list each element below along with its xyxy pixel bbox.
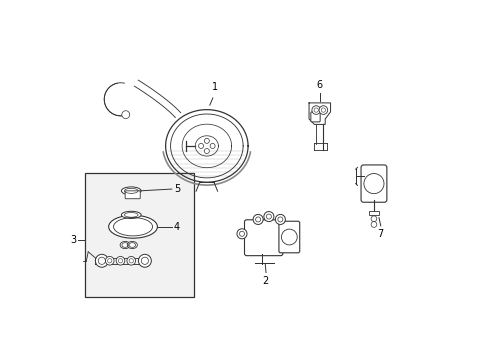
Text: 1: 1 <box>211 82 217 93</box>
FancyBboxPatch shape <box>244 220 282 256</box>
Ellipse shape <box>121 211 141 219</box>
Ellipse shape <box>121 187 141 195</box>
Circle shape <box>198 143 203 148</box>
Polygon shape <box>308 103 330 125</box>
Bar <box>85 173 194 297</box>
Text: 5: 5 <box>174 184 180 194</box>
Circle shape <box>264 212 273 222</box>
Text: 7: 7 <box>377 229 383 239</box>
Circle shape <box>311 106 320 114</box>
Circle shape <box>253 215 263 225</box>
Circle shape <box>204 138 209 143</box>
Circle shape <box>275 215 285 225</box>
Circle shape <box>122 111 129 118</box>
Bar <box>368 211 378 215</box>
FancyBboxPatch shape <box>360 165 386 202</box>
FancyBboxPatch shape <box>310 112 320 122</box>
Ellipse shape <box>108 215 157 238</box>
Text: 4: 4 <box>174 222 180 232</box>
Text: 2: 2 <box>262 276 268 286</box>
Circle shape <box>116 256 124 265</box>
Text: 3: 3 <box>70 235 76 245</box>
Ellipse shape <box>120 242 130 249</box>
Circle shape <box>138 254 151 267</box>
Ellipse shape <box>127 242 137 249</box>
Text: 6: 6 <box>315 80 322 90</box>
Circle shape <box>204 149 209 153</box>
Circle shape <box>210 143 215 148</box>
FancyBboxPatch shape <box>278 221 299 253</box>
Circle shape <box>237 229 246 239</box>
Circle shape <box>319 106 327 114</box>
Circle shape <box>127 256 135 265</box>
Circle shape <box>95 254 108 267</box>
Circle shape <box>105 256 114 265</box>
FancyBboxPatch shape <box>125 191 140 199</box>
